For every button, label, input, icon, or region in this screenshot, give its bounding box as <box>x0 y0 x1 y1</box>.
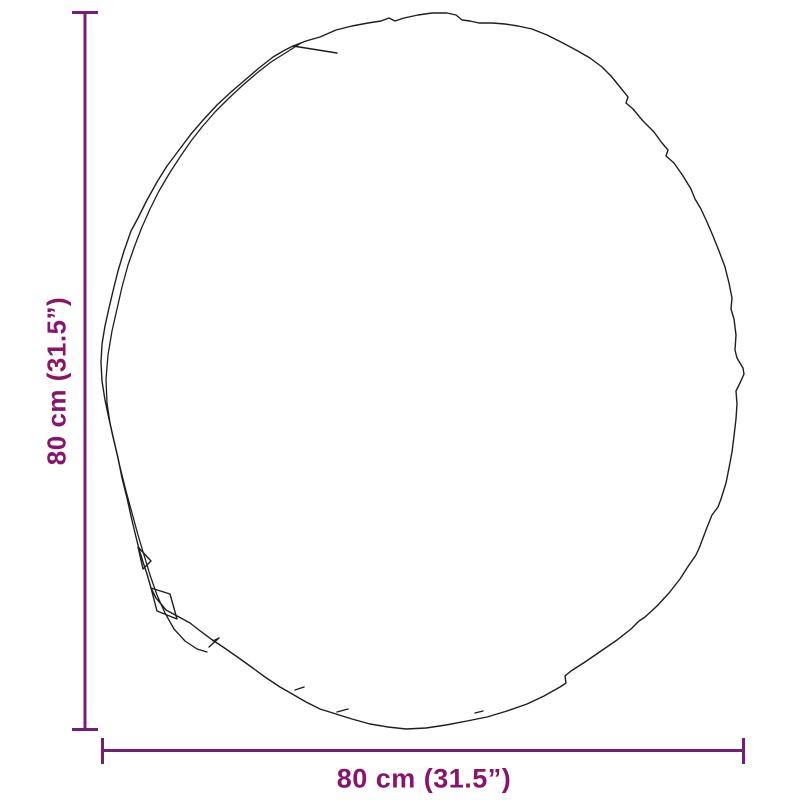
vertical-dimension-line <box>72 11 98 731</box>
sketch-overdraw-path <box>105 42 302 653</box>
horizontal-dimension-label: 80 cm (31.5”) <box>336 763 512 794</box>
vertical-dimension-label: 80 cm (31.5”) <box>41 296 72 466</box>
sketch-stray-branch-path <box>292 45 338 54</box>
horizontal-dimension-line <box>101 738 745 764</box>
circle-sketch-group <box>100 12 745 730</box>
circle-outline-path <box>100 12 745 730</box>
sketch-sliver-triangle-path <box>137 546 152 570</box>
sketch-tick-marks-path <box>208 637 484 714</box>
sketch-notch-quad-path <box>150 587 178 620</box>
